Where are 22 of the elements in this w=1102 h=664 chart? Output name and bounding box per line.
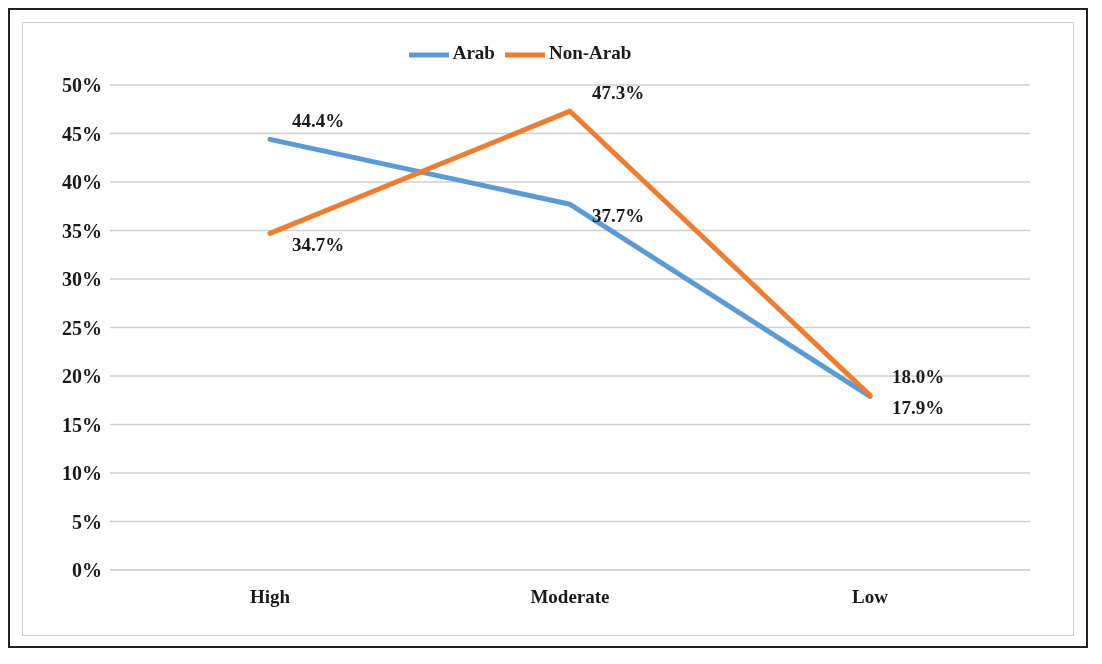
data-label: 37.7% <box>592 205 645 227</box>
y-tick-label: 30% <box>62 268 102 291</box>
legend-label: Arab <box>452 42 495 64</box>
y-tick-label: 40% <box>62 171 102 194</box>
y-tick-label: 50% <box>62 74 102 97</box>
y-tick-label: 45% <box>62 122 102 145</box>
y-tick-label: 25% <box>62 316 102 339</box>
data-label: 34.7% <box>292 234 345 256</box>
x-tick-label: Low <box>852 586 889 608</box>
y-tick-label: 15% <box>62 413 102 436</box>
y-tick-label: 20% <box>62 365 102 388</box>
y-tick-label: 35% <box>62 219 102 242</box>
data-label: 17.9% <box>892 397 945 419</box>
data-label: 44.4% <box>292 110 345 132</box>
data-label: 47.3% <box>592 82 645 104</box>
legend-label: Non-Arab <box>548 42 632 64</box>
y-tick-label: 10% <box>62 462 102 485</box>
x-tick-label: Moderate <box>530 586 610 608</box>
y-tick-label: 5% <box>72 510 102 533</box>
y-tick-label: 0% <box>72 559 102 582</box>
data-label: 18.0% <box>892 366 945 388</box>
x-tick-label: High <box>249 586 291 608</box>
